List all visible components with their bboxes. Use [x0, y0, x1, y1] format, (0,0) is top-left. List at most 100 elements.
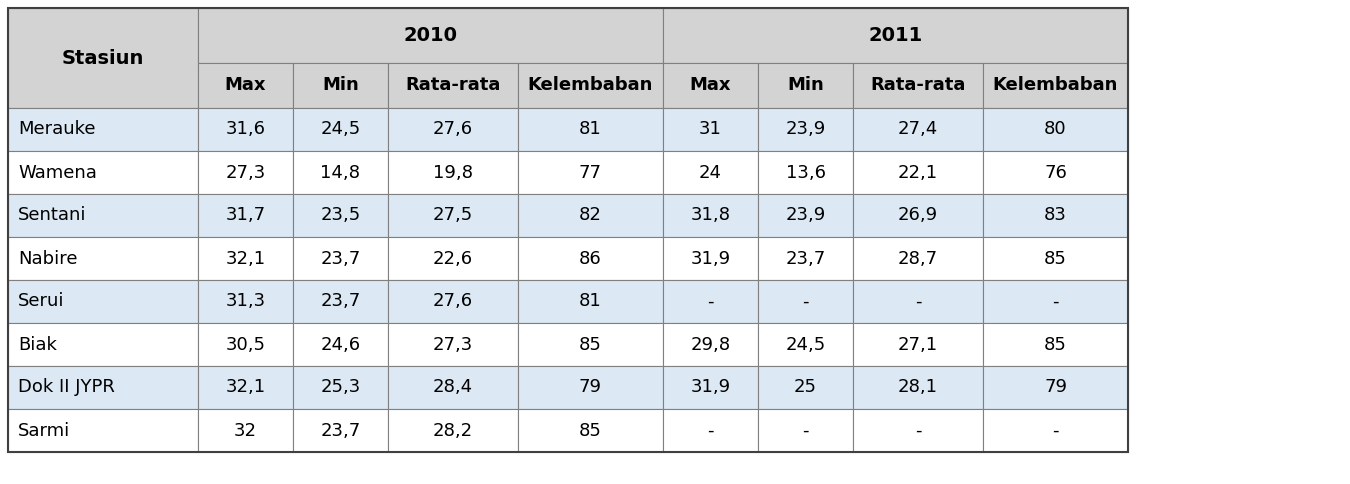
Bar	[518, 366, 663, 409]
Text: 28,1: 28,1	[898, 378, 938, 396]
Text: 82: 82	[579, 207, 602, 225]
Bar	[293, 323, 387, 366]
Bar	[853, 194, 983, 237]
Bar	[757, 237, 853, 280]
Text: 26,9: 26,9	[898, 207, 938, 225]
Text: -: -	[1052, 292, 1058, 311]
Bar	[983, 237, 1129, 280]
Text: 27,1: 27,1	[898, 335, 938, 353]
Bar	[853, 280, 983, 323]
Text: 31,9: 31,9	[690, 249, 730, 268]
Text: Biak: Biak	[18, 335, 57, 353]
Text: 24,6: 24,6	[320, 335, 360, 353]
Text: 83: 83	[1044, 207, 1066, 225]
Text: 85: 85	[1044, 249, 1066, 268]
Text: 28,2: 28,2	[433, 422, 472, 439]
Bar	[518, 108, 663, 151]
Bar	[983, 151, 1129, 194]
Bar	[663, 194, 757, 237]
Bar	[387, 63, 518, 108]
Text: -: -	[915, 422, 921, 439]
Bar	[8, 366, 198, 409]
Bar	[853, 323, 983, 366]
Text: Max: Max	[690, 76, 732, 94]
Text: 24: 24	[699, 164, 722, 182]
Text: 22,6: 22,6	[433, 249, 472, 268]
Bar	[198, 280, 293, 323]
Bar	[853, 63, 983, 108]
Bar	[983, 323, 1129, 366]
Text: 29,8: 29,8	[690, 335, 730, 353]
Bar	[518, 237, 663, 280]
Bar	[8, 237, 198, 280]
Bar	[757, 151, 853, 194]
Bar	[198, 151, 293, 194]
Text: 23,9: 23,9	[786, 121, 826, 138]
Text: Min: Min	[787, 76, 824, 94]
Bar	[757, 108, 853, 151]
Bar	[663, 409, 757, 452]
Bar	[518, 280, 663, 323]
Bar	[983, 280, 1129, 323]
Bar	[293, 366, 387, 409]
Bar	[518, 323, 663, 366]
Bar	[757, 323, 853, 366]
Bar	[8, 151, 198, 194]
Bar	[293, 108, 387, 151]
Text: -: -	[802, 292, 809, 311]
Text: 79: 79	[1044, 378, 1066, 396]
Bar	[198, 108, 293, 151]
Bar	[518, 151, 663, 194]
Text: 32: 32	[234, 422, 256, 439]
Bar	[983, 366, 1129, 409]
Text: Min: Min	[323, 76, 359, 94]
Bar	[983, 63, 1129, 108]
Text: Rata-rata: Rata-rata	[405, 76, 501, 94]
Text: 31,6: 31,6	[225, 121, 266, 138]
Text: 31,3: 31,3	[225, 292, 266, 311]
Bar	[387, 409, 518, 452]
Text: 23,7: 23,7	[320, 292, 360, 311]
Text: 79: 79	[579, 378, 602, 396]
Bar	[757, 194, 853, 237]
Bar	[198, 409, 293, 452]
Bar	[293, 151, 387, 194]
Text: 23,7: 23,7	[320, 422, 360, 439]
Text: 2010: 2010	[404, 26, 458, 45]
Text: 77: 77	[579, 164, 602, 182]
Text: 27,6: 27,6	[433, 121, 472, 138]
Bar	[983, 108, 1129, 151]
Bar	[518, 194, 663, 237]
Bar	[663, 151, 757, 194]
Text: 32,1: 32,1	[225, 378, 266, 396]
Text: 24,5: 24,5	[786, 335, 826, 353]
Bar	[663, 108, 757, 151]
Text: 81: 81	[579, 121, 602, 138]
Bar	[8, 108, 198, 151]
Bar	[387, 323, 518, 366]
Text: Max: Max	[224, 76, 266, 94]
Text: 28,7: 28,7	[898, 249, 938, 268]
Bar	[387, 194, 518, 237]
Bar	[198, 323, 293, 366]
Text: 23,5: 23,5	[320, 207, 360, 225]
Text: Kelembaban: Kelembaban	[528, 76, 653, 94]
Bar	[853, 409, 983, 452]
Text: 27,3: 27,3	[433, 335, 472, 353]
Bar	[757, 409, 853, 452]
Text: 25,3: 25,3	[320, 378, 360, 396]
Text: 24,5: 24,5	[320, 121, 360, 138]
Text: 27,5: 27,5	[433, 207, 472, 225]
Text: Nabire: Nabire	[18, 249, 77, 268]
Bar	[663, 63, 757, 108]
Bar	[387, 151, 518, 194]
Text: 31,8: 31,8	[690, 207, 730, 225]
Bar	[518, 63, 663, 108]
Bar	[757, 280, 853, 323]
Bar	[663, 323, 757, 366]
Text: 23,7: 23,7	[320, 249, 360, 268]
Bar	[663, 280, 757, 323]
Bar	[853, 237, 983, 280]
Bar	[8, 8, 198, 108]
Text: 14,8: 14,8	[320, 164, 360, 182]
